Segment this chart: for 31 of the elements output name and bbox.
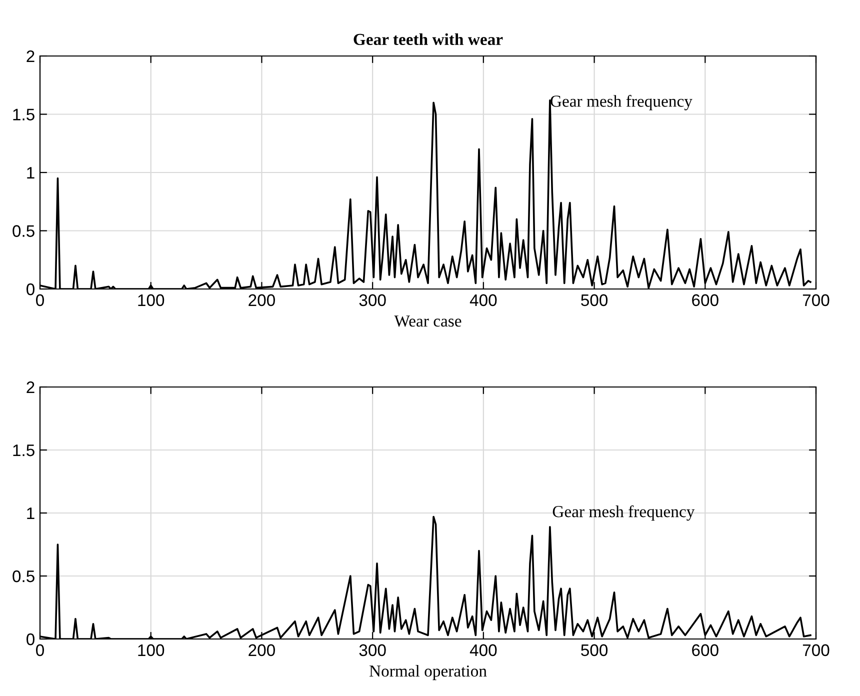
x-tick-label: 400	[470, 294, 497, 306]
x-tick-label: 700	[802, 294, 830, 306]
chart-title: Gear teeth with wear	[354, 33, 503, 46]
y-tick-label: 2	[26, 381, 34, 394]
x-tick-label: 0	[36, 644, 44, 656]
y-tick-label: 1	[27, 508, 34, 520]
annotation: Gear mesh frequency	[550, 94, 692, 110]
x-axis-title: Normal operation	[369, 664, 487, 680]
x-tick-label: 300	[359, 644, 386, 656]
x-tick-label: 600	[692, 644, 718, 656]
x-axis-title: Wear case	[394, 316, 462, 327]
y-tick-label: 0	[26, 283, 34, 296]
y-tick-label: 0.5	[12, 225, 34, 237]
x-tick-label: 500	[581, 644, 608, 656]
y-tick-label: 1	[27, 167, 34, 179]
annotation: Gear mesh frequency	[552, 505, 695, 521]
x-tick-label: 0	[36, 294, 44, 306]
y-tick-label: 0	[26, 633, 34, 646]
y-tick-label: 2	[26, 50, 34, 62]
x-tick-label: 700	[802, 644, 830, 656]
y-tick-label: 1.5	[13, 444, 34, 456]
x-tick-label: 400	[470, 644, 497, 656]
x-tick-label: 200	[248, 644, 275, 656]
y-tick-label: 1.5	[13, 108, 34, 120]
x-tick-label: 600	[692, 294, 718, 306]
x-tick-label: 200	[248, 294, 275, 306]
x-tick-label: 100	[138, 294, 164, 306]
x-tick-label: 300	[359, 294, 386, 306]
x-tick-label: 500	[581, 294, 608, 306]
y-tick-label: 0.5	[12, 570, 34, 582]
x-tick-label: 100	[138, 644, 164, 656]
